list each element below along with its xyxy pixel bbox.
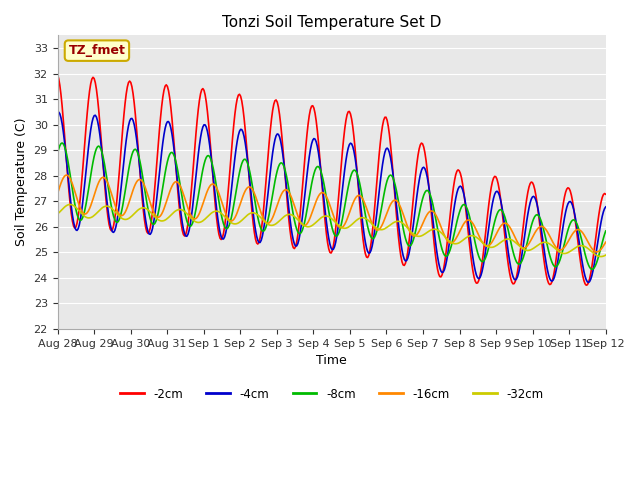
-4cm: [388, 162, 396, 168]
-4cm: [286, 215, 294, 221]
-32cm: [286, 212, 294, 217]
-8cm: [225, 222, 233, 228]
-4cm: [458, 184, 465, 190]
-16cm: [552, 245, 560, 251]
-16cm: [63, 172, 70, 178]
-8cm: [54, 151, 61, 156]
-16cm: [458, 225, 465, 231]
-2cm: [552, 262, 559, 268]
-8cm: [286, 192, 294, 197]
-16cm: [225, 217, 233, 223]
-32cm: [597, 253, 605, 259]
-32cm: [458, 239, 465, 244]
-2cm: [582, 282, 590, 288]
-16cm: [286, 191, 294, 197]
-32cm: [362, 216, 369, 221]
-16cm: [602, 240, 609, 245]
-32cm: [54, 211, 61, 217]
-4cm: [225, 207, 233, 213]
-2cm: [224, 191, 232, 196]
-32cm: [225, 218, 233, 224]
Line: -32cm: -32cm: [58, 204, 605, 256]
-4cm: [585, 279, 593, 285]
-4cm: [552, 266, 560, 272]
X-axis label: Time: Time: [316, 354, 347, 367]
-4cm: [55, 109, 63, 115]
Line: -2cm: -2cm: [58, 74, 605, 285]
-16cm: [362, 202, 369, 208]
Line: -8cm: -8cm: [58, 143, 605, 269]
-32cm: [602, 252, 609, 258]
-4cm: [362, 240, 369, 245]
-4cm: [602, 204, 609, 210]
-8cm: [458, 204, 465, 210]
-2cm: [285, 215, 292, 221]
-16cm: [593, 249, 600, 255]
-2cm: [360, 245, 368, 251]
Line: -4cm: -4cm: [58, 112, 605, 282]
-8cm: [588, 266, 596, 272]
Line: -16cm: -16cm: [58, 175, 605, 252]
-32cm: [552, 247, 560, 252]
-8cm: [388, 173, 396, 179]
-8cm: [362, 212, 369, 217]
Legend: -2cm, -4cm, -8cm, -16cm, -32cm: -2cm, -4cm, -8cm, -16cm, -32cm: [115, 383, 548, 405]
-2cm: [456, 170, 464, 176]
-2cm: [387, 142, 394, 148]
-16cm: [54, 191, 61, 196]
-8cm: [602, 228, 609, 234]
-16cm: [388, 200, 396, 205]
-8cm: [58, 140, 66, 146]
-8cm: [552, 264, 560, 269]
Text: TZ_fmet: TZ_fmet: [68, 44, 125, 57]
-4cm: [54, 110, 61, 116]
Y-axis label: Soil Temperature (C): Soil Temperature (C): [15, 118, 28, 246]
-2cm: [602, 192, 609, 197]
-32cm: [388, 221, 396, 227]
-2cm: [54, 72, 61, 77]
Title: Tonzi Soil Temperature Set D: Tonzi Soil Temperature Set D: [222, 15, 442, 30]
-32cm: [67, 202, 74, 207]
